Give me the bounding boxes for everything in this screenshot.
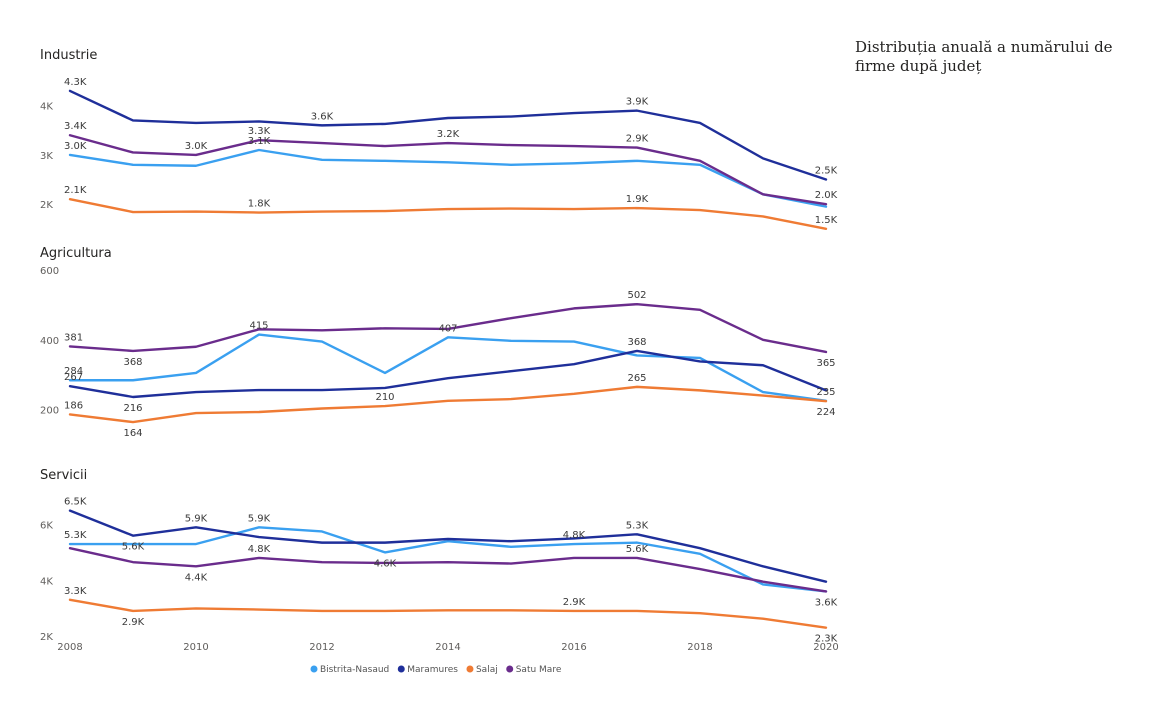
servicii-data-label: 5.9K bbox=[185, 513, 208, 524]
industrie-data-label: 2.1K bbox=[64, 185, 87, 196]
industrie-data-label: 1.9K bbox=[626, 194, 649, 205]
industrie-panel-title: Industrie bbox=[40, 48, 97, 63]
industrie-series-bistrita-nasaud bbox=[68, 148, 828, 208]
servicii-panel-title: Servicii bbox=[40, 468, 87, 483]
industrie-data-label: 3.2K bbox=[437, 129, 460, 140]
agricultura-data-label: 415 bbox=[249, 321, 268, 332]
legend-marker-maramures bbox=[397, 665, 405, 673]
servicii-data-label: 4.6K bbox=[374, 558, 397, 569]
agricultura-y-tick-label: 600 bbox=[40, 266, 59, 277]
servicii-series-salaj bbox=[68, 598, 828, 629]
x-tick-label: 2016 bbox=[561, 642, 586, 653]
servicii-y-tick-label: 2K bbox=[40, 632, 53, 643]
servicii-data-label: 5.3K bbox=[626, 520, 649, 531]
agricultura-data-label: 407 bbox=[438, 323, 457, 334]
legend-item-bistrita-nasaud: Bistrita-Nasaud bbox=[320, 665, 389, 675]
servicii-series-maramures bbox=[68, 509, 828, 583]
agricultura-data-label: 368 bbox=[123, 357, 142, 368]
industrie-data-label: 4.3K bbox=[64, 77, 87, 88]
servicii-data-label: 5.3K bbox=[64, 530, 87, 541]
servicii-data-label: 6.5K bbox=[64, 497, 87, 508]
industrie-y-tick-label: 3K bbox=[40, 151, 53, 162]
agricultura-y-tick-label: 200 bbox=[40, 406, 59, 417]
industrie-data-label: 2.5K bbox=[815, 166, 838, 177]
industrie-data-label: 1.8K bbox=[248, 199, 271, 210]
agricultura-panel-title: Agricultura bbox=[40, 246, 112, 261]
agricultura-series-satu-mare bbox=[68, 302, 828, 354]
agricultura-series-salaj bbox=[68, 385, 828, 424]
legend-item-maramures: Maramures bbox=[407, 665, 458, 675]
agricultura-data-label: 368 bbox=[627, 337, 646, 348]
x-tick-label: 2020 bbox=[813, 642, 838, 653]
legend-item-satu-mare: Satu Mare bbox=[516, 665, 562, 675]
servicii-data-label: 2.3K bbox=[815, 634, 838, 645]
industrie-series-maramures bbox=[68, 89, 828, 181]
x-tick-label: 2008 bbox=[57, 642, 82, 653]
industrie-data-label: 3.0K bbox=[64, 141, 87, 152]
industrie-y-tick-label: 2K bbox=[40, 200, 53, 211]
servicii-data-label: 3.6K bbox=[815, 597, 838, 608]
industrie-data-label: 3.9K bbox=[626, 97, 649, 108]
industrie-data-label: 2.0K bbox=[815, 190, 838, 201]
agricultura-data-label: 381 bbox=[64, 332, 83, 343]
servicii-data-label: 4.8K bbox=[563, 530, 586, 541]
agricultura-series-bistrita-nasaud bbox=[68, 333, 828, 403]
industrie-y-tick-label: 4K bbox=[40, 102, 53, 113]
industrie-series-satu-mare bbox=[68, 134, 828, 206]
agricultura-series-maramures bbox=[68, 349, 828, 399]
agricultura-data-label: 224 bbox=[816, 407, 835, 418]
servicii-data-label: 3.3K bbox=[64, 586, 87, 597]
servicii-data-label: 2.9K bbox=[122, 617, 145, 628]
legend-marker-bistrita-nasaud bbox=[310, 665, 318, 673]
agricultura-data-label: 365 bbox=[816, 358, 835, 369]
chart-title: Distribuția anuală a numărului de firme … bbox=[855, 38, 1113, 75]
agricultura-y-tick-label: 400 bbox=[40, 336, 59, 347]
servicii-y-tick-label: 4K bbox=[40, 576, 53, 587]
servicii-series-satu-mare bbox=[68, 547, 828, 593]
agricultura-data-label: 284 bbox=[64, 366, 83, 377]
servicii-data-label: 4.4K bbox=[185, 572, 208, 583]
servicii-data-label: 2.9K bbox=[563, 597, 586, 608]
servicii-data-label: 5.6K bbox=[122, 542, 145, 553]
agricultura-data-label: 216 bbox=[123, 403, 142, 414]
industrie-series-salaj bbox=[68, 198, 828, 230]
industrie-data-label: 3.3K bbox=[248, 126, 271, 137]
legend-marker-satu-mare bbox=[506, 665, 514, 673]
x-tick-label: 2010 bbox=[183, 642, 208, 653]
industrie-data-label: 3.4K bbox=[64, 121, 87, 132]
industrie-data-label: 2.9K bbox=[626, 134, 649, 145]
industrie-data-label: 1.5K bbox=[815, 215, 838, 226]
x-tick-label: 2014 bbox=[435, 642, 460, 653]
x-tick-label: 2012 bbox=[309, 642, 334, 653]
agricultura-data-label: 267 bbox=[64, 372, 83, 383]
industrie-data-label: 3.1K bbox=[248, 136, 271, 147]
industrie-data-label: 3.0K bbox=[185, 141, 208, 152]
agricultura-data-label: 265 bbox=[627, 373, 646, 384]
servicii-data-label: 5.9K bbox=[248, 513, 271, 524]
industrie-data-label: 3.6K bbox=[311, 111, 334, 122]
servicii-y-tick-label: 6K bbox=[40, 521, 53, 532]
servicii-series-bistrita-nasaud bbox=[68, 526, 828, 593]
agricultura-data-label: 235 bbox=[816, 387, 835, 398]
agricultura-data-label: 502 bbox=[627, 290, 646, 301]
legend-item-salaj: Salaj bbox=[476, 665, 498, 675]
servicii-data-label: 4.8K bbox=[248, 544, 271, 555]
agricultura-data-label: 186 bbox=[64, 400, 83, 411]
agricultura-data-label: 164 bbox=[123, 428, 142, 439]
agricultura-data-label: 210 bbox=[375, 392, 394, 403]
servicii-data-label: 5.6K bbox=[626, 544, 649, 555]
x-tick-label: 2018 bbox=[687, 642, 712, 653]
legend-marker-salaj bbox=[466, 665, 474, 673]
